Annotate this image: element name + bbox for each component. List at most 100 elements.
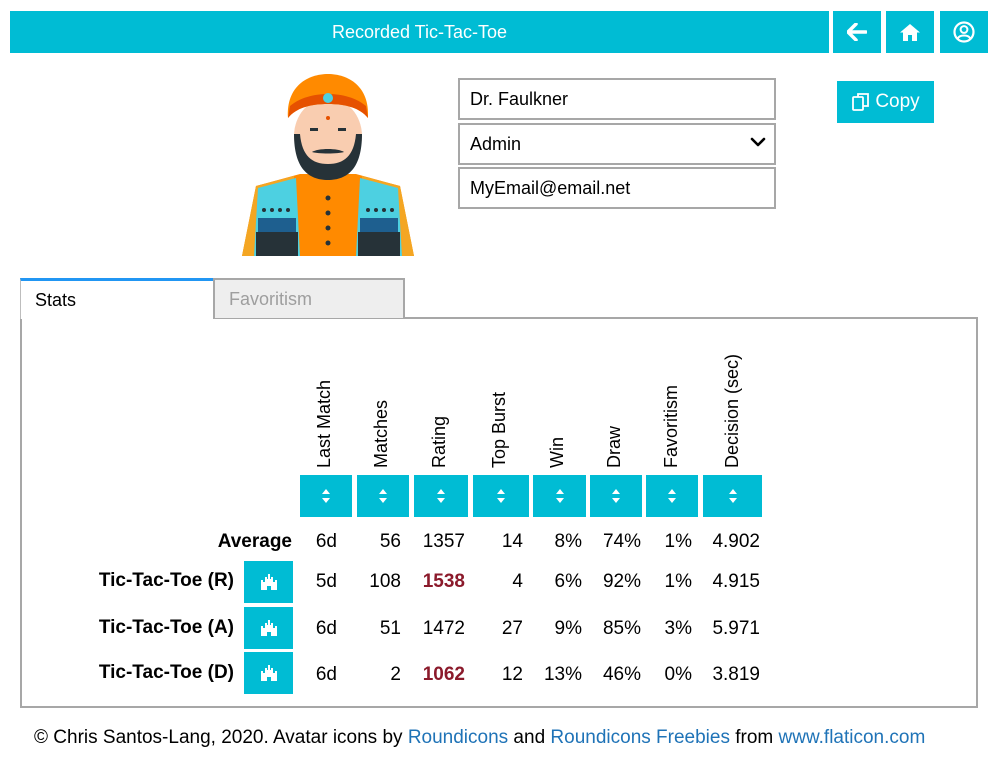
cell-top-burst: 12 (501, 664, 523, 685)
column-header-decision: Decision (sec) (722, 353, 742, 468)
copy-label: Copy (875, 91, 920, 112)
user-circle-icon (953, 21, 975, 43)
cell-favoritism: 1% (664, 531, 692, 552)
castle-icon (260, 620, 277, 636)
page-title: Recorded Tic-Tac-Toe (10, 11, 829, 53)
game-button[interactable] (244, 607, 293, 649)
cell-win: 9% (554, 618, 582, 639)
cell-win: 13% (543, 664, 582, 685)
column-header: Last Match (297, 328, 355, 468)
column-header: Favoritism (644, 328, 702, 468)
column-header-draw: Draw (604, 425, 624, 468)
cell-rating: 1357 (422, 531, 465, 552)
sort-icon (437, 489, 445, 503)
column-header: Matches (354, 328, 412, 468)
column-header-matches: Matches (371, 399, 391, 468)
role-select[interactable]: Admin (458, 123, 776, 165)
cell-matches: 51 (379, 618, 401, 639)
cell-top-burst: 27 (501, 618, 523, 639)
cell-decision: 5.971 (712, 618, 760, 639)
footer-and: and (508, 727, 551, 748)
sort-win-button[interactable] (533, 475, 586, 517)
sort-matches-button[interactable] (357, 475, 409, 517)
column-header: Decision (sec) (705, 328, 763, 468)
sort-decision-button[interactable] (703, 475, 762, 517)
sort-icon (612, 489, 620, 503)
sort-icon (555, 489, 564, 503)
sort-icon (668, 489, 676, 503)
column-header: Rating (412, 328, 470, 468)
account-button[interactable] (940, 11, 988, 53)
cell-rating: 1062 (422, 664, 465, 685)
column-header-win: Win (547, 437, 567, 468)
avatar (238, 68, 418, 258)
column-header-favoritism: Favoritism (661, 384, 681, 468)
cell-draw: 46% (602, 664, 641, 685)
sort-icon (728, 489, 737, 503)
tab-stats[interactable]: Stats (20, 278, 213, 319)
roundicons-freebies-link[interactable]: Roundicons Freebies (550, 727, 730, 748)
row-label: Tic-Tac-Toe (D) (98, 662, 234, 683)
cell-decision: 4.902 (712, 531, 760, 552)
column-header: Win (530, 328, 588, 468)
flaticon-link[interactable]: www.flaticon.com (778, 727, 926, 748)
cell-favoritism: 0% (664, 664, 692, 685)
row-label: Tic-Tac-Toe (A) (98, 617, 234, 638)
tab-favoritism[interactable]: Favoritism (213, 278, 405, 318)
sort-icon (322, 489, 330, 503)
cell-top-burst: 14 (501, 531, 523, 552)
cell-last-match: 6d (315, 618, 337, 639)
cell-draw: 74% (602, 531, 641, 552)
column-header-rating: Rating (429, 415, 449, 468)
cell-matches: 108 (369, 571, 401, 592)
row-label: Average (217, 531, 292, 552)
name-field[interactable]: Dr. Faulkner (458, 78, 776, 120)
cell-last-match: 6d (315, 664, 337, 685)
arrow-left-icon (847, 23, 867, 41)
castle-icon (260, 574, 277, 590)
copy-button[interactable]: Copy (837, 81, 934, 123)
cell-rating: 1538 (422, 571, 465, 592)
sort-top-burst-button[interactable] (473, 475, 529, 517)
chevron-down-icon (750, 137, 766, 147)
cell-favoritism: 3% (664, 618, 692, 639)
roundicons-link[interactable]: Roundicons (407, 727, 509, 748)
game-button[interactable] (244, 652, 293, 694)
cell-last-match: 6d (315, 531, 337, 552)
cell-draw: 85% (602, 618, 641, 639)
row-label: Tic-Tac-Toe (R) (98, 570, 234, 591)
copy-icon (852, 93, 870, 111)
cell-last-match: 5d (315, 571, 337, 592)
sort-last-match-button[interactable] (300, 475, 352, 517)
footer: © Chris Santos-Lang, 2020. Avatar icons … (34, 727, 925, 749)
column-header-top-burst: Top Burst (489, 391, 509, 468)
tab-favoritism-label: Favoritism (229, 288, 313, 309)
cell-win: 8% (554, 531, 582, 552)
cell-decision: 3.819 (712, 664, 760, 685)
cell-win: 6% (554, 571, 582, 592)
footer-credit: © Chris Santos-Lang, 2020. Avatar icons … (34, 727, 408, 748)
cell-matches: 56 (379, 531, 401, 552)
email-field[interactable]: MyEmail@email.net (458, 167, 776, 209)
tab-stats-label: Stats (35, 289, 77, 310)
cell-matches: 2 (390, 664, 401, 685)
home-button[interactable] (886, 11, 934, 53)
game-button[interactable] (244, 561, 293, 603)
email-value: MyEmail@email.net (470, 177, 631, 198)
cell-decision: 4.915 (712, 571, 760, 592)
name-value: Dr. Faulkner (470, 88, 569, 109)
role-value: Admin (470, 133, 522, 154)
footer-from: from (729, 727, 779, 748)
column-header-last-match: Last Match (314, 379, 334, 468)
sort-favoritism-button[interactable] (646, 475, 698, 517)
home-icon (900, 23, 920, 41)
sort-rating-button[interactable] (414, 475, 468, 517)
cell-rating: 1472 (422, 618, 465, 639)
castle-icon (260, 665, 277, 681)
sort-icon (379, 489, 387, 503)
column-header: Draw (587, 328, 645, 468)
cell-top-burst: 4 (512, 571, 523, 592)
back-button[interactable] (833, 11, 881, 53)
cell-draw: 92% (602, 571, 641, 592)
sort-draw-button[interactable] (590, 475, 642, 517)
